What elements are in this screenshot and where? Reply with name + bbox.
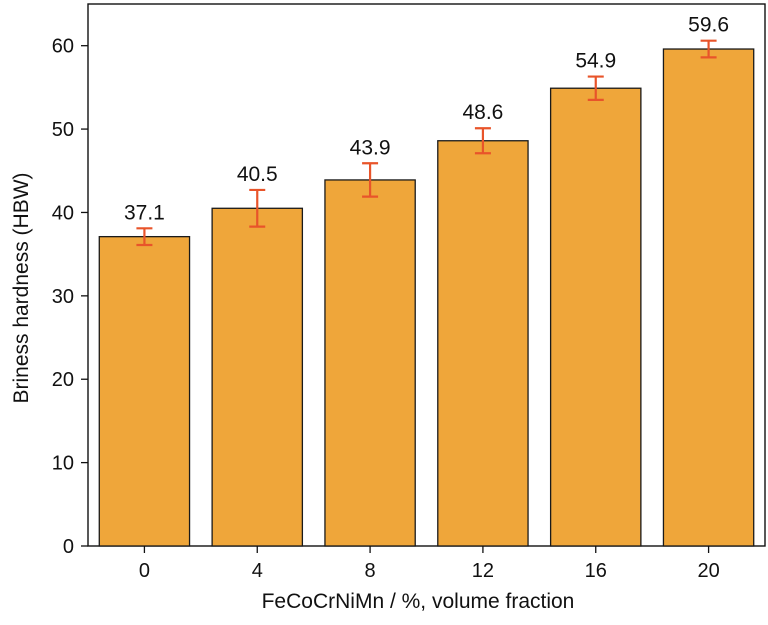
- y-tick-label-0: 0: [63, 536, 74, 558]
- bar-20: [662, 48, 755, 547]
- data-label-16: 54.9: [575, 50, 616, 73]
- x-axis-title: FeCoCrNiMn / %, volume fraction: [262, 590, 575, 613]
- data-label-8: 43.9: [350, 136, 391, 159]
- x-tick-label-16: 16: [585, 560, 607, 582]
- error-bar-16: [587, 75, 604, 101]
- bars: [98, 48, 755, 547]
- plot-frame: [87, 3, 766, 547]
- y-tick-label-10: 10: [52, 453, 74, 475]
- error-bar-12: [474, 127, 491, 155]
- error-bars: [136, 39, 717, 247]
- data-label-20: 59.6: [688, 14, 729, 37]
- plot-area: [87, 3, 766, 547]
- y-tick-label-40: 40: [52, 202, 74, 224]
- y-tick-label-30: 30: [52, 286, 74, 308]
- bar-16: [549, 87, 642, 547]
- bar-4: [211, 207, 304, 547]
- x-tick-label-4: 4: [252, 560, 263, 582]
- x-axis: 0 4 8 12 16 20: [139, 546, 720, 582]
- y-axis-title: Briness hardness (HBW): [10, 172, 33, 403]
- data-labels: 37.1 40.5 43.9 48.6 54.9 59.6: [124, 14, 729, 225]
- error-bar-20: [700, 39, 717, 59]
- bar-8: [324, 179, 416, 547]
- error-bar-0: [136, 227, 153, 247]
- y-tick-label-50: 50: [52, 119, 74, 141]
- x-tick-label-0: 0: [139, 560, 150, 582]
- y-tick-label-20: 20: [52, 369, 74, 391]
- data-label-4: 40.5: [237, 163, 278, 186]
- data-label-0: 37.1: [124, 201, 165, 224]
- bar-12: [437, 140, 529, 547]
- y-tick-label-60: 60: [52, 36, 74, 58]
- error-bar-8: [362, 162, 379, 198]
- error-bar-4: [249, 188, 266, 228]
- bar-0: [98, 235, 191, 547]
- x-tick-label-8: 8: [365, 560, 376, 582]
- x-tick-label-20: 20: [697, 560, 719, 582]
- data-label-12: 48.6: [462, 101, 503, 124]
- x-tick-label-12: 12: [472, 560, 494, 582]
- y-axis: 0 10 20 30 40 50 60: [52, 36, 88, 558]
